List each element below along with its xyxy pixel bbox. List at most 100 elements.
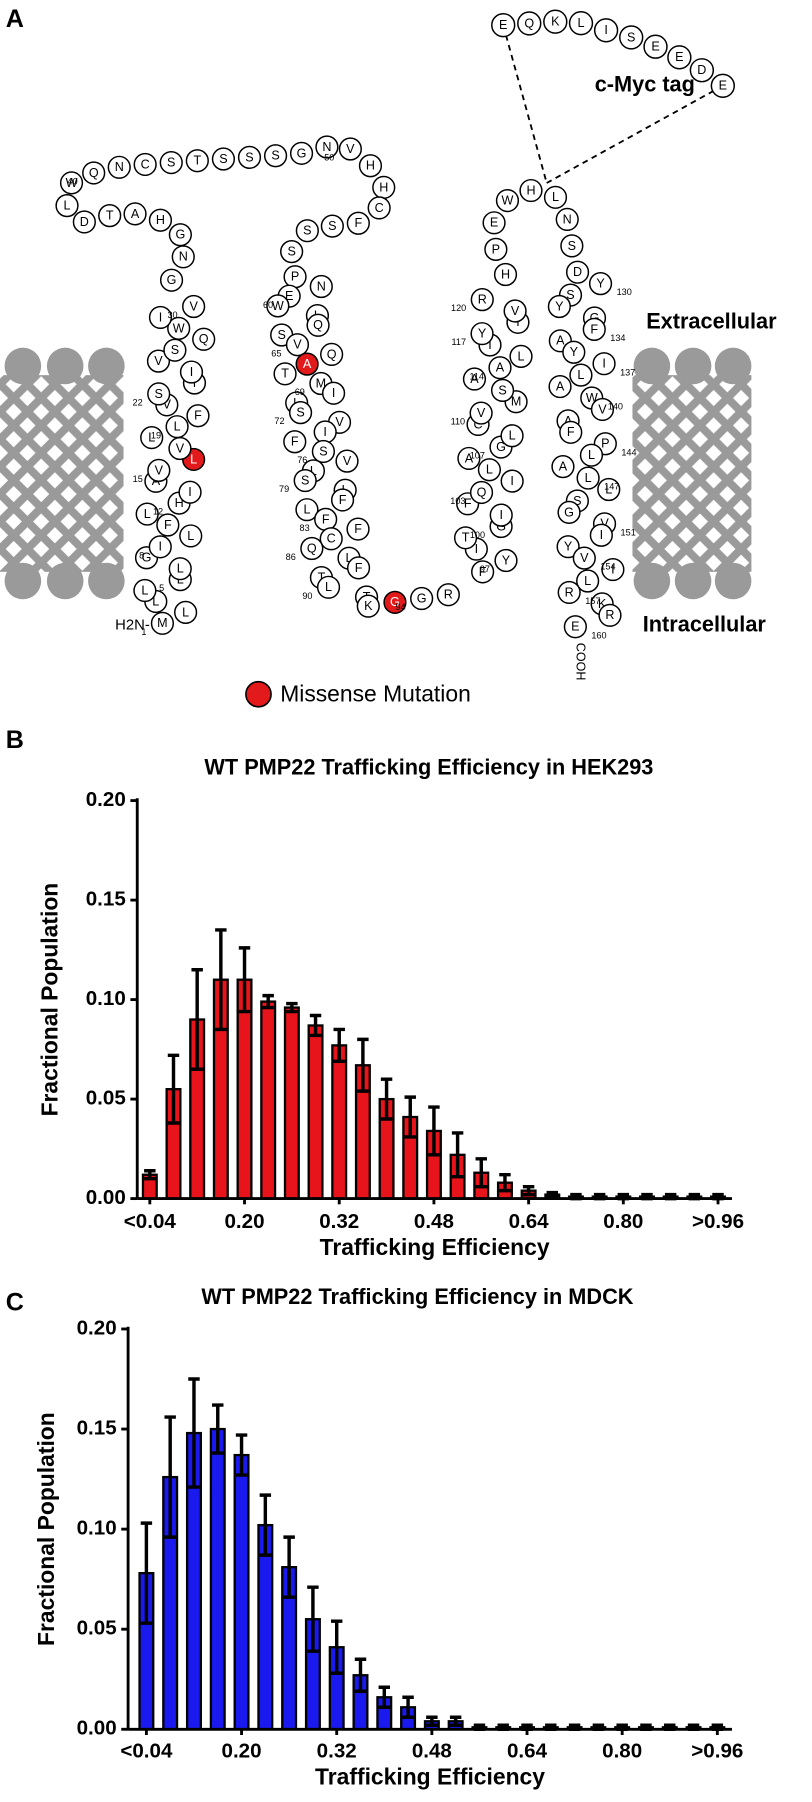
y-tick-label: 0.05	[86, 1087, 126, 1110]
myc-letter: E	[651, 40, 659, 54]
residue-letter: L	[144, 507, 151, 521]
residue	[469, 480, 494, 505]
y-tick-label: 0.15	[86, 888, 126, 911]
residue	[182, 294, 206, 319]
residue	[266, 294, 290, 318]
residue-letter: V	[154, 354, 163, 368]
myc-letter: Q	[524, 16, 534, 30]
residue-letter: L	[486, 463, 493, 477]
residue-letter: P	[601, 437, 609, 451]
residue-number: 144	[621, 447, 636, 457]
residue	[135, 502, 159, 526]
residue-letter: A	[303, 357, 312, 371]
myc-letter: I	[604, 23, 608, 37]
residue	[280, 240, 304, 264]
myc-residue	[543, 9, 568, 34]
residue	[484, 237, 508, 261]
residue-letter: L	[182, 605, 189, 619]
residue-number: 12	[153, 507, 163, 517]
residue-letter: D	[80, 215, 89, 229]
residue	[168, 223, 192, 247]
residue-letter: N	[563, 212, 572, 226]
error-bar	[428, 1105, 440, 1157]
residue-number: 114	[469, 371, 484, 381]
residue-letter: V	[343, 454, 352, 468]
residue-letter: G	[390, 595, 400, 609]
residue	[185, 149, 209, 173]
y-tick-label: 0.00	[77, 1717, 117, 1740]
residue-number: 110	[451, 417, 466, 427]
residue	[509, 344, 533, 368]
residue	[383, 590, 407, 614]
residue	[237, 145, 262, 169]
residue	[163, 338, 187, 362]
residue	[572, 546, 596, 570]
extracellular-label: Extracellular	[646, 308, 777, 333]
residue-letter: H	[175, 496, 184, 510]
residue	[579, 443, 604, 467]
error-bar	[330, 1619, 343, 1675]
residue-letter: W	[66, 176, 78, 190]
residue	[557, 580, 581, 605]
residue-letter: L	[141, 583, 148, 597]
residue-letter: F	[164, 518, 172, 532]
residue-letter: E	[571, 620, 579, 634]
residue	[107, 155, 131, 179]
panel-label: B	[6, 726, 24, 754]
x-tick-label: 0.64	[509, 1210, 550, 1233]
residue-letter: A	[470, 372, 479, 386]
residue-letter: I	[600, 528, 604, 542]
myc-residue	[619, 25, 644, 50]
residue	[503, 299, 527, 323]
residue-letter: V	[155, 463, 164, 477]
residue	[576, 569, 600, 593]
error-bar	[354, 1657, 367, 1693]
residue-letter: R	[478, 293, 487, 307]
residue-letter: L	[152, 594, 159, 608]
residue	[311, 439, 335, 464]
residue	[150, 611, 175, 635]
residue-letter: A	[564, 414, 573, 428]
residue	[72, 210, 96, 234]
residue-letter: T	[514, 315, 522, 329]
residue	[346, 517, 370, 541]
residue	[557, 500, 581, 524]
residue-letter: V	[600, 517, 609, 531]
myc-letter: E	[719, 79, 727, 93]
residue-letter: G	[496, 440, 506, 454]
residue-letter: G	[417, 591, 427, 605]
residue-letter: Y	[478, 327, 487, 341]
residue-letter: R	[565, 585, 574, 599]
residue-letter: V	[163, 398, 172, 412]
residue	[482, 211, 506, 235]
residue	[453, 526, 478, 550]
myc-residue	[593, 18, 619, 43]
residue-letter: P	[291, 270, 299, 284]
residue	[563, 615, 587, 639]
residue	[346, 211, 370, 235]
residue-number: 157	[585, 596, 600, 606]
residue	[168, 557, 192, 581]
error-bar	[140, 1521, 153, 1625]
residue-number: 15	[133, 474, 143, 484]
residue-letter: I	[602, 357, 606, 371]
residue-letter: N	[322, 140, 331, 154]
residue-letter: S	[277, 328, 285, 342]
residue-letter: Q	[199, 332, 209, 346]
error-bar	[235, 1433, 248, 1477]
residue-letter: G	[564, 505, 574, 519]
residue	[543, 185, 568, 209]
residue-letter: S	[573, 494, 581, 508]
residue-letter: T	[106, 209, 114, 223]
residue-number: 72	[274, 416, 284, 426]
residue	[588, 272, 613, 296]
residue	[82, 161, 106, 185]
residue-letter: F	[479, 565, 487, 579]
residue-number: 94	[395, 602, 405, 612]
residue-letter: I	[475, 542, 479, 556]
residue-letter: F	[590, 322, 598, 336]
error-bar	[286, 1001, 298, 1014]
residue-letter: H	[501, 267, 510, 281]
error-bar	[522, 1184, 535, 1197]
